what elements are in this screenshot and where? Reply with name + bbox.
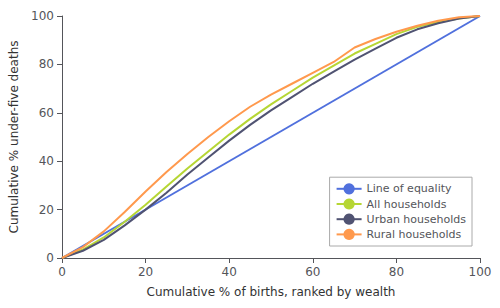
svg-text:Cumulative % of births, ranked: Cumulative % of births, ranked by wealth	[147, 285, 396, 299]
svg-text:Rural households: Rural households	[367, 228, 462, 241]
svg-text:40: 40	[39, 154, 54, 168]
svg-text:40: 40	[222, 265, 237, 279]
svg-text:60: 60	[39, 106, 54, 120]
svg-text:100: 100	[469, 265, 492, 279]
svg-text:80: 80	[39, 57, 54, 71]
svg-text:20: 20	[138, 265, 153, 279]
svg-text:60: 60	[305, 265, 320, 279]
svg-text:100: 100	[31, 9, 54, 23]
svg-text:Line of equality: Line of equality	[367, 182, 452, 195]
svg-text:0: 0	[58, 265, 66, 279]
svg-text:80: 80	[389, 265, 404, 279]
svg-text:Cumulative % under-five deaths: Cumulative % under-five deaths	[7, 40, 21, 233]
svg-text:20: 20	[39, 203, 54, 217]
svg-text:All households: All households	[367, 198, 447, 211]
svg-text:0: 0	[46, 251, 54, 265]
svg-text:Urban households: Urban households	[367, 213, 467, 226]
